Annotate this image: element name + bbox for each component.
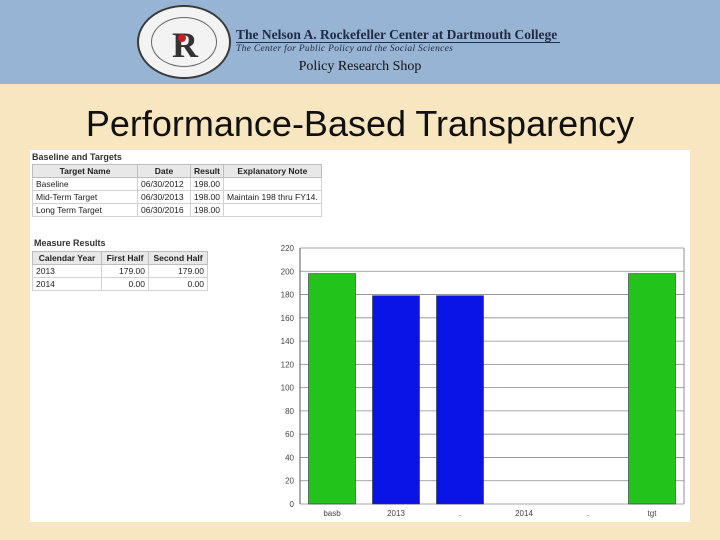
note-cell: Maintain 198 thru FY14. <box>223 190 322 204</box>
x-tick-label: 2013 <box>387 509 405 518</box>
x-tick-label: basb <box>323 509 341 518</box>
y-tick-label: 80 <box>285 407 294 416</box>
header-banner: R The Nelson A. Rockefeller Center at Da… <box>0 0 720 84</box>
measure-results-table: Calendar Year First Half Second Half 201… <box>32 251 208 291</box>
baseline-targets-title: Baseline and Targets <box>32 152 122 162</box>
y-tick-label: 220 <box>281 244 295 253</box>
x-tick-label: . <box>459 509 461 518</box>
target-name-cell: Baseline <box>32 177 138 191</box>
result-cell: 198.00 <box>190 190 224 204</box>
second-half-cell: 179.00 <box>148 264 208 278</box>
column-header: Result <box>190 164 224 178</box>
seal-letter: R <box>172 25 198 65</box>
y-tick-label: 180 <box>281 291 295 300</box>
table-header-row: Calendar Year First Half Second Half <box>32 251 208 265</box>
target-name-cell: Long Term Target <box>32 203 138 217</box>
year-cell: 2014 <box>32 277 102 291</box>
y-tick-label: 100 <box>281 384 295 393</box>
bar <box>372 295 420 505</box>
date-cell: 06/30/2016 <box>137 203 191 217</box>
y-tick-label: 60 <box>285 430 294 439</box>
x-tick-label: tgt <box>648 509 658 518</box>
note-cell <box>223 177 322 191</box>
first-half-cell: 179.00 <box>101 264 149 278</box>
y-tick-label: 120 <box>281 360 295 369</box>
center-name-divider <box>236 42 560 43</box>
table-row: 2013 179.00 179.00 <box>32 264 208 278</box>
target-name-cell: Mid-Term Target <box>32 190 138 204</box>
column-header: Explanatory Note <box>223 164 322 178</box>
column-header: Second Half <box>148 251 208 265</box>
y-tick-label: 20 <box>285 477 294 486</box>
table-row: Mid-Term Target 06/30/2013 198.00 Mainta… <box>32 190 322 204</box>
bar <box>436 295 484 505</box>
date-cell: 06/30/2013 <box>137 190 191 204</box>
y-tick-label: 140 <box>281 337 295 346</box>
seal-inner-ring: R <box>151 17 217 67</box>
measure-results-title: Measure Results <box>34 238 106 248</box>
table-row: 2014 0.00 0.00 <box>32 277 208 291</box>
bar <box>628 273 676 505</box>
second-half-cell: 0.00 <box>148 277 208 291</box>
seal-red-dot-icon <box>178 34 186 42</box>
result-cell: 198.00 <box>190 177 224 191</box>
bar <box>308 273 356 505</box>
y-tick-label: 200 <box>281 267 295 276</box>
column-header: Date <box>137 164 191 178</box>
note-cell <box>223 203 322 217</box>
x-tick-label: . <box>587 509 589 518</box>
first-half-cell: 0.00 <box>101 277 149 291</box>
center-subtitle: The Center for Public Policy and the Soc… <box>236 44 454 54</box>
table-row: Long Term Target 06/30/2016 198.00 <box>32 203 322 217</box>
table-row: Baseline 06/30/2012 198.00 <box>32 177 322 191</box>
y-tick-label: 0 <box>290 500 295 509</box>
x-tick-label: 2014 <box>515 509 533 518</box>
date-cell: 06/30/2012 <box>137 177 191 191</box>
column-header: Target Name <box>32 164 138 178</box>
year-cell: 2013 <box>32 264 102 278</box>
baseline-targets-table: Target Name Date Result Explanatory Note… <box>32 164 322 217</box>
table-header-row: Target Name Date Result Explanatory Note <box>32 164 322 178</box>
slide-title: Performance-Based Transparency <box>85 103 635 144</box>
center-name: The Nelson A. Rockefeller Center at Dart… <box>236 27 558 42</box>
y-tick-label: 40 <box>285 453 294 462</box>
column-header: First Half <box>101 251 149 265</box>
rockefeller-seal-logo: R <box>137 5 231 79</box>
policy-research-shop-label: Policy Research Shop <box>298 59 422 74</box>
result-cell: 198.00 <box>190 203 224 217</box>
column-header: Calendar Year <box>32 251 102 265</box>
results-bar-chart: 0 20 40 60 80 100 120 140 160 180 200 220 basb 2013. 2… <box>281 244 685 518</box>
y-tick-label: 160 <box>281 314 295 323</box>
